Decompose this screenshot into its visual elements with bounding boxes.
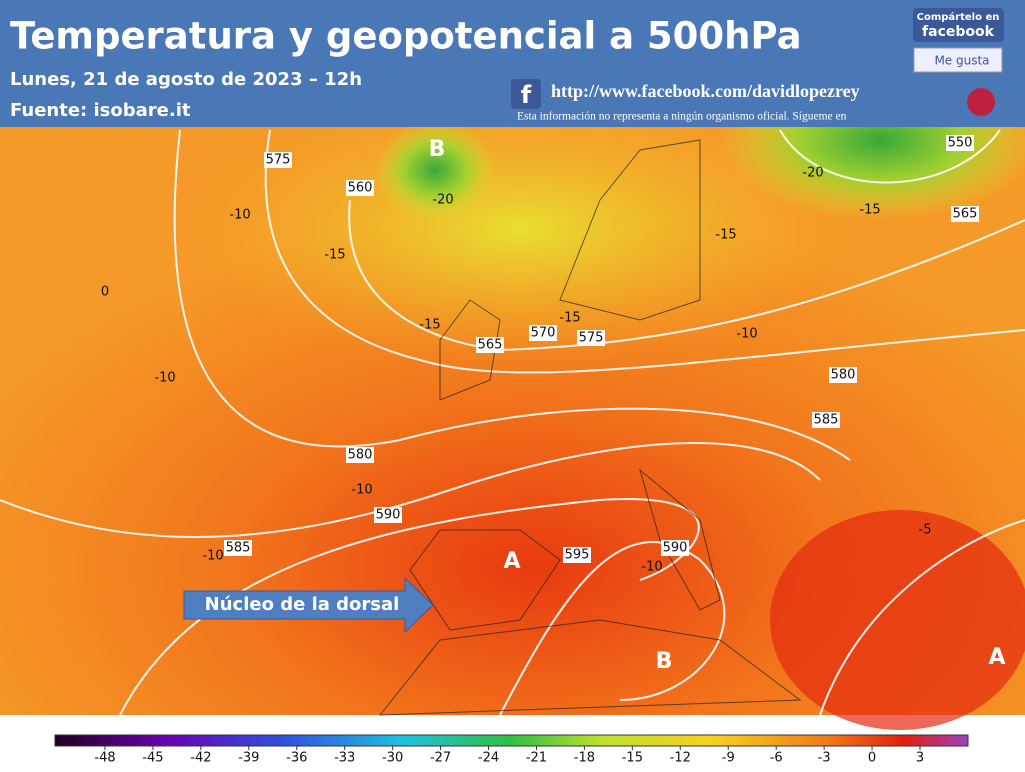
- colorbar-tick-label: 3: [916, 751, 924, 766]
- pressure-center: A: [503, 549, 520, 574]
- annotation: Núcleo de la dorsal: [205, 594, 400, 615]
- colorbar-tick-label: -45: [142, 751, 163, 766]
- contour-label: -15: [859, 203, 880, 218]
- colorbar-tick-label: -30: [382, 751, 403, 766]
- contour-label-box: [529, 325, 557, 341]
- contour-label: 575: [579, 331, 604, 346]
- contour-label: 580: [348, 448, 373, 463]
- colorbar-tick-label: -12: [670, 751, 691, 766]
- contour-label: 590: [376, 508, 401, 523]
- contour-label: -10: [736, 327, 757, 342]
- pressure-center: A: [988, 645, 1005, 670]
- contour-label-box: [346, 447, 374, 463]
- pressure-center: B: [656, 649, 673, 674]
- colorbar: [54, 734, 969, 747]
- contour-label: 565: [478, 338, 503, 353]
- colorbar-tick-label: -6: [770, 751, 783, 766]
- contour-label: -15: [559, 311, 580, 326]
- url[interactable]: http://www.facebook.com/davidlopezrey: [551, 81, 860, 101]
- contour-label: -5: [919, 523, 932, 538]
- contour-label-box: [224, 540, 252, 556]
- source: Fuente: isobare.it: [10, 100, 191, 121]
- contour-label-box: [661, 540, 689, 556]
- colorbar-tick-label: -24: [478, 751, 499, 766]
- contour-label: 585: [226, 541, 251, 556]
- share-text[interactable]: Compártelo en: [917, 11, 1000, 23]
- contour-label: 585: [814, 413, 839, 428]
- contour-label-box: [374, 507, 402, 523]
- colorbar-tick-label: -21: [526, 751, 547, 766]
- contour-label: 575: [266, 153, 291, 168]
- contour-label-box: [829, 367, 857, 383]
- contour-label: -15: [419, 318, 440, 333]
- colorbar-tick-label: -9: [722, 751, 735, 766]
- svg-text:f: f: [521, 81, 532, 109]
- contour-label-box: [812, 412, 840, 428]
- contour-label: 550: [948, 136, 973, 151]
- title: Temperatura y geopotencial a 500hPa: [10, 15, 802, 58]
- contour-label: 560: [348, 181, 373, 196]
- map: Núcleo de la dorsal: [0, 60, 1025, 730]
- pressure-center: B: [429, 137, 446, 162]
- contour-label: 570: [531, 326, 556, 341]
- contour-label-box: [951, 206, 979, 222]
- contour-label: -20: [432, 193, 453, 208]
- annotation-arrow: [183, 576, 434, 634]
- colorbar-tick-label: -36: [286, 751, 307, 766]
- contour-label: -20: [802, 166, 823, 181]
- brand[interactable]: facebook: [922, 24, 995, 40]
- header: Temperatura y geopotencial a 500hPa Lune…: [0, 0, 1025, 127]
- contour-label-box: [346, 180, 374, 196]
- contour-label-box: [563, 547, 591, 563]
- colorbar-tick-label: -42: [190, 751, 211, 766]
- contour-label-box: [577, 330, 605, 346]
- contour-label-box: [476, 337, 504, 353]
- colorbar-tick-label: -15: [622, 751, 643, 766]
- contour-label: -10: [229, 208, 250, 223]
- contour-label: 590: [663, 541, 688, 556]
- contour-label: 580: [831, 368, 856, 383]
- contour-label-box: [946, 135, 974, 151]
- colorbar-tick-label: -27: [430, 751, 451, 766]
- colorbar-tick-label: -33: [334, 751, 355, 766]
- contour-label-box: [264, 152, 292, 168]
- colorbar-tick-label: -39: [238, 751, 259, 766]
- contour-label: -15: [715, 228, 736, 243]
- contour-label: 0: [101, 285, 109, 300]
- contour-label: 565: [953, 207, 978, 222]
- colorbar-tick-label: -3: [818, 751, 831, 766]
- colorbar-tick-label: -18: [574, 751, 595, 766]
- contour-label: -10: [154, 371, 175, 386]
- contour-label: -15: [324, 248, 345, 263]
- contour-label: -10: [351, 483, 372, 498]
- like-button[interactable]: Me gusta: [934, 54, 989, 68]
- colorbar-tick-label: -48: [94, 751, 115, 766]
- disclaimer: Esta información no representa a ningún …: [517, 111, 847, 123]
- date: Lunes, 21 de agosto de 2023 – 12h: [10, 69, 362, 90]
- contour-label: -10: [641, 560, 662, 575]
- contour-label: -10: [202, 549, 223, 564]
- contour-label: 595: [565, 548, 590, 563]
- colorbar-tick-label: 0: [868, 751, 876, 766]
